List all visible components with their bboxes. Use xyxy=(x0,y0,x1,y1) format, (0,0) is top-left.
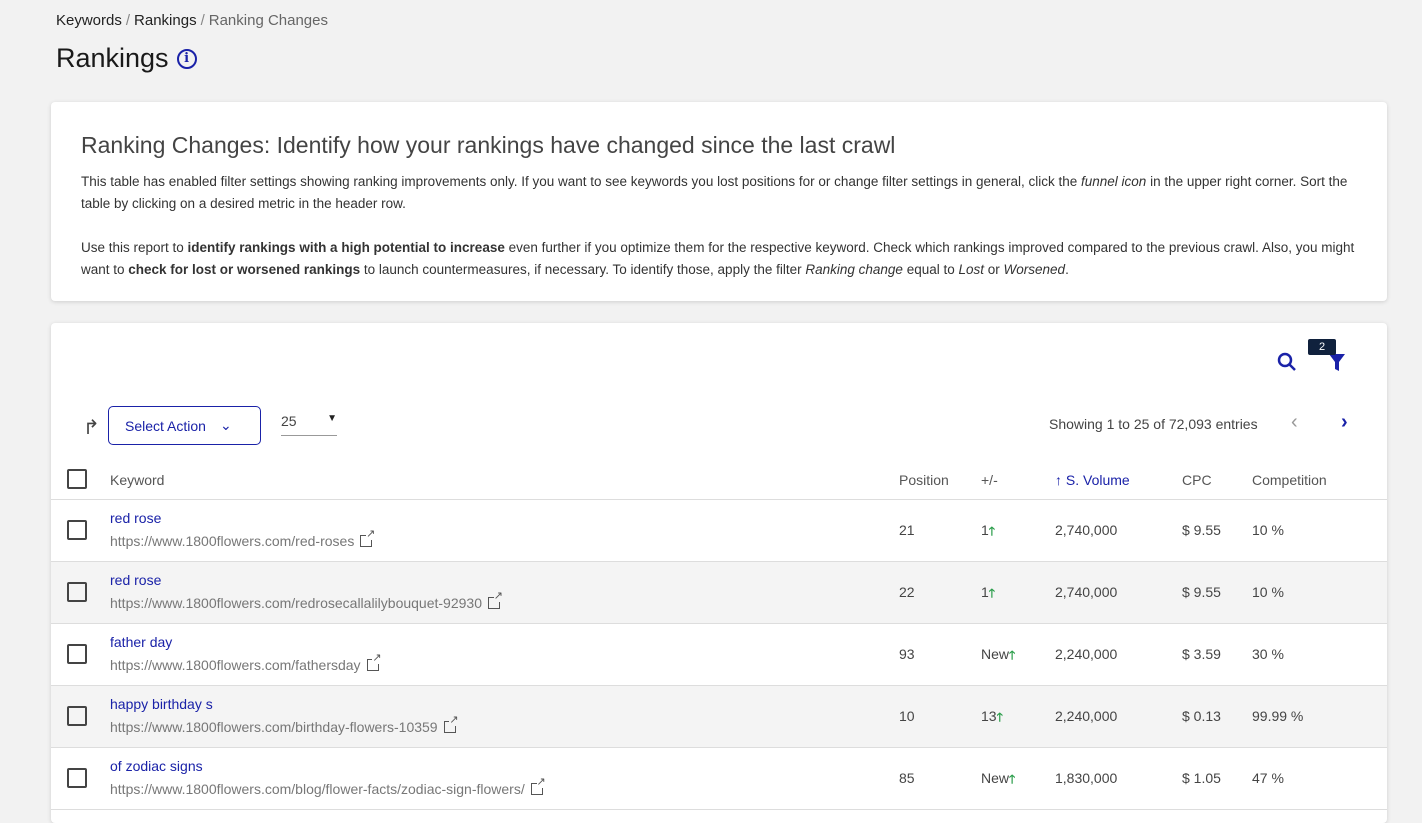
competition-value: 99.99 % xyxy=(1252,708,1304,724)
position-value: 93 xyxy=(899,646,915,662)
page-title-wrap: Rankings i xyxy=(56,43,197,74)
intro-paragraph-1: This table has enabled filter settings s… xyxy=(81,174,1348,211)
bulk-action-arrow-icon: ↱ xyxy=(83,417,100,439)
keyword-link[interactable]: happy birthday s xyxy=(110,696,213,712)
keyword-link[interactable]: of zodiac signs xyxy=(110,758,203,774)
arrow-up-icon: 🡑 xyxy=(1009,648,1016,662)
external-link-icon[interactable] xyxy=(443,715,459,733)
breadcrumb-rankings[interactable]: Rankings xyxy=(134,12,197,29)
position-value: 21 xyxy=(899,522,915,538)
change-value: 13🡑 xyxy=(981,708,1003,724)
external-link-icon[interactable] xyxy=(530,777,546,795)
competition-value: 10 % xyxy=(1252,522,1284,538)
select-action-dropdown[interactable]: Select Action ⌄ xyxy=(108,406,261,445)
col-cpc[interactable]: CPC xyxy=(1182,472,1212,488)
table-header: Keyword Position +/- ↑ S. Volume CPC Com… xyxy=(51,460,1387,500)
row-checkbox[interactable] xyxy=(67,706,87,726)
intro-title: Ranking Changes: Identify how your ranki… xyxy=(81,132,896,158)
change-value: 1🡑 xyxy=(981,522,996,538)
competition-value: 10 % xyxy=(1252,584,1284,600)
keyword-link[interactable]: red rose xyxy=(110,510,162,526)
url-link[interactable]: https://www.1800flowers.com/red-roses xyxy=(110,529,376,549)
per-page-select[interactable]: 25 ▼ xyxy=(281,413,337,436)
filter-count-badge: 2 xyxy=(1308,339,1336,355)
col-volume[interactable]: ↑ S. Volume xyxy=(1055,472,1130,488)
rankings-table-card: 2 ↱ Select Action ⌄ 25 ▼ Showing 1 to 25 o… xyxy=(51,323,1387,823)
next-page-button[interactable]: › xyxy=(1341,411,1348,433)
cpc-value: $ 9.55 xyxy=(1182,522,1221,538)
volume-value: 2,740,000 xyxy=(1055,584,1118,600)
table-row: red rose https://www.1800flowers.com/red… xyxy=(51,500,1387,562)
competition-value: 30 % xyxy=(1252,646,1284,662)
external-link-icon[interactable] xyxy=(487,591,503,609)
change-value: New🡑 xyxy=(981,646,1016,662)
prev-page-button[interactable]: ‹ xyxy=(1291,411,1298,433)
change-value: New🡑 xyxy=(981,770,1016,786)
change-value: 1🡑 xyxy=(981,584,996,600)
keyword-link[interactable]: red rose xyxy=(110,572,162,588)
competition-value: 47 % xyxy=(1252,770,1284,786)
per-page-value: 25 xyxy=(281,413,297,429)
select-all-checkbox[interactable] xyxy=(67,469,87,489)
arrow-up-icon: 🡑 xyxy=(996,710,1003,724)
arrow-up-icon: 🡑 xyxy=(988,524,996,538)
page-title: Rankings xyxy=(56,43,169,73)
row-checkbox[interactable] xyxy=(67,582,87,602)
keyword-link[interactable]: father day xyxy=(110,634,173,650)
funnel-icon[interactable] xyxy=(1327,351,1347,373)
intro-card: Ranking Changes: Identify how your ranki… xyxy=(51,102,1387,301)
row-checkbox[interactable] xyxy=(67,768,87,788)
volume-value: 2,740,000 xyxy=(1055,522,1118,538)
volume-value: 2,240,000 xyxy=(1055,708,1118,724)
row-checkbox[interactable] xyxy=(67,520,87,540)
url-link[interactable]: https://www.1800flowers.com/fathersday xyxy=(110,653,382,673)
table-row: red rose https://www.1800flowers.com/red… xyxy=(51,562,1387,624)
col-change[interactable]: +/- xyxy=(981,472,998,488)
cpc-value: $ 3.59 xyxy=(1182,646,1221,662)
position-value: 22 xyxy=(899,584,915,600)
url-link[interactable]: https://www.1800flowers.com/redrosecalla… xyxy=(110,591,503,611)
position-value: 85 xyxy=(899,770,915,786)
table-row: happy birthday s https://www.1800flowers… xyxy=(51,686,1387,748)
arrow-up-icon: 🡑 xyxy=(1009,772,1016,786)
info-icon[interactable]: i xyxy=(176,48,197,69)
volume-value: 2,240,000 xyxy=(1055,646,1118,662)
col-keyword[interactable]: Keyword xyxy=(110,472,165,488)
row-checkbox[interactable] xyxy=(67,644,87,664)
url-link[interactable]: https://www.1800flowers.com/blog/flower-… xyxy=(110,777,546,797)
external-link-icon[interactable] xyxy=(366,653,382,671)
search-icon[interactable] xyxy=(1276,351,1298,373)
breadcrumb: Keywords / Rankings / Ranking Changes xyxy=(56,12,328,29)
url-link[interactable]: https://www.1800flowers.com/birthday-flo… xyxy=(110,715,459,735)
position-value: 10 xyxy=(899,708,915,724)
cpc-value: $ 1.05 xyxy=(1182,770,1221,786)
cpc-value: $ 9.55 xyxy=(1182,584,1221,600)
entries-info: Showing 1 to 25 of 72,093 entries xyxy=(1049,416,1258,432)
table-row: father day https://www.1800flowers.com/f… xyxy=(51,624,1387,686)
caret-down-icon: ▼ xyxy=(327,413,337,424)
table-row: of zodiac signs https://www.1800flowers.… xyxy=(51,748,1387,810)
breadcrumb-keywords[interactable]: Keywords xyxy=(56,12,122,29)
col-position[interactable]: Position xyxy=(899,472,949,488)
arrow-up-icon: 🡑 xyxy=(988,586,996,600)
intro-paragraph-2: Use this report to identify rankings wit… xyxy=(81,240,1355,277)
cpc-value: $ 0.13 xyxy=(1182,708,1221,724)
external-link-icon[interactable] xyxy=(360,529,376,547)
sort-asc-icon: ↑ xyxy=(1055,472,1066,488)
volume-value: 1,830,000 xyxy=(1055,770,1118,786)
chevron-down-icon: ⌄ xyxy=(219,417,232,433)
col-competition[interactable]: Competition xyxy=(1252,472,1327,488)
breadcrumb-current: Ranking Changes xyxy=(208,12,328,29)
select-action-label: Select Action xyxy=(125,417,206,434)
